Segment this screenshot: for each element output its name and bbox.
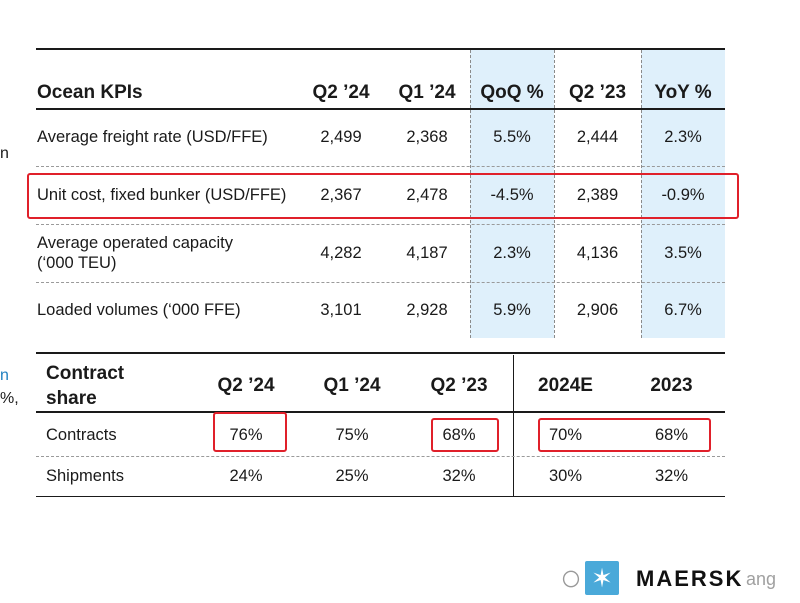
cell-value: 2,444 [576,128,619,146]
cell-value: 24% [229,467,263,485]
cell-value: 32% [442,467,476,485]
row-divider [36,166,725,168]
header-q1-24: Q1 ’24 [323,375,381,396]
row-label: Unit cost, fixed bunker (USD/FFE) [37,186,287,204]
column-divider [554,50,555,338]
cell-value: 5.9% [493,301,531,319]
cell-value: 30% [548,467,583,485]
header-q2-23: Q2 ’23 [568,82,627,103]
cell-value: 75% [335,426,369,444]
yoy-column-highlight [641,50,725,338]
cell-value: 4,136 [576,244,619,262]
row-label: Shipments [46,467,124,485]
row-label: Contracts [46,426,117,444]
header-q2-24: Q2 ’24 [312,82,370,103]
row-divider [36,456,725,458]
header-q2-24: Q2 ’24 [217,375,275,396]
header-2023: 2023 [650,375,693,396]
qoq-column-highlight [470,50,554,338]
cell-value: 2.3% [493,244,531,262]
cell-value: 25% [335,467,369,485]
row-divider [36,282,725,284]
table-top-rule [36,48,725,50]
cell-value: 76% [229,426,263,444]
maersk-star-logo: ✶ [585,561,619,595]
cell-value: 32% [654,467,689,485]
cell-value: 2,368 [406,128,448,146]
cell-value: 3,101 [320,301,362,319]
cell-value: 4,282 [320,244,362,262]
header-2024e: 2024E [538,375,593,396]
cropped-text-fragment: %, [0,390,19,407]
highlight-box-q2-23 [431,418,499,452]
cell-value: 6.7% [664,301,702,319]
star-icon: ✶ [591,562,613,593]
cell-value: -0.9% [661,186,705,204]
highlight-box-q2-24 [213,412,287,452]
cell-value: 5.5% [493,128,531,146]
highlight-box-unit-cost [27,173,739,219]
header-rule [36,411,725,413]
row-label: Average operated capacity [37,234,233,252]
column-divider [513,355,514,497]
column-divider [641,50,642,338]
cropped-text-fragment: n [0,145,9,162]
cell-value: 2,367 [320,186,362,204]
header-rule [36,108,725,110]
cell-value: 3.5% [664,244,702,262]
header-q1-24: Q1 ’24 [398,82,456,103]
cell-value: 2,906 [576,301,619,319]
cropped-text-fragment: n [0,367,9,384]
cell-value: 68% [442,426,476,444]
header-q2-23: Q2 ’23 [430,375,488,396]
watermark-suffix: ang [746,569,777,589]
row-label-line-2: (‘000 TEU) [37,254,117,272]
cell-value: 2.3% [664,128,702,146]
cell-value: 2,499 [320,128,362,146]
cell-value: 2,389 [576,186,619,204]
header-ocean-kpis: Ocean KPIs [37,82,143,103]
contract-share-title-line-2: share [46,388,97,409]
cell-value: 2,928 [406,301,448,319]
header-yoy: YoY % [654,82,712,103]
cell-value: 70% [548,426,583,444]
header-qoq: QoQ % [480,82,544,103]
highlight-box-2024e-2023 [538,418,711,452]
table-top-rule [36,352,725,354]
maersk-wordmark: MAERSK [636,566,744,591]
cell-value: 4,187 [406,244,448,262]
cell-value: 2,478 [406,186,448,204]
row-label: Average freight rate (USD/FFE) [37,128,268,146]
table-bottom-rule [36,496,725,497]
row-label: Loaded volumes (‘000 FFE) [37,301,241,319]
row-divider [36,224,725,226]
watermark-prefix: 〇 [562,570,580,590]
contract-share-title: Contract [46,363,125,384]
cell-value: -4.5% [490,186,534,204]
cell-value: 68% [654,426,689,444]
column-divider [470,50,471,338]
